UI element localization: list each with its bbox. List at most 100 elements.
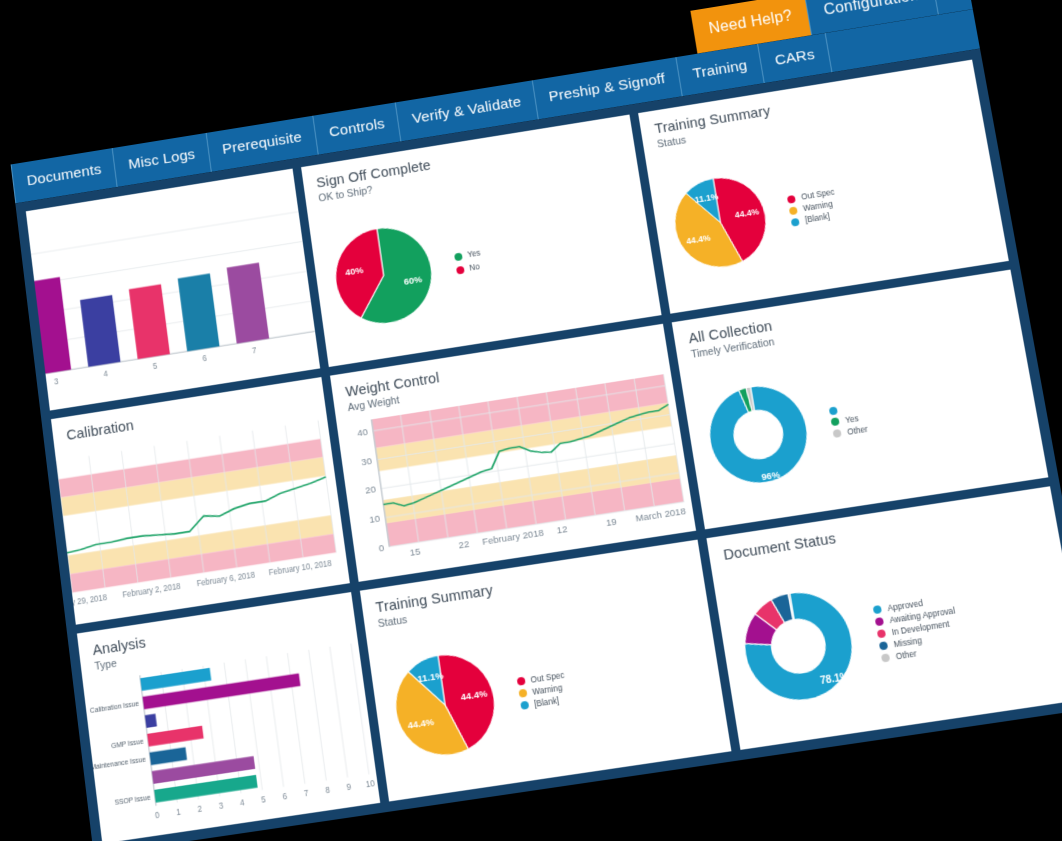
y-axis-tick-label: 30 [360,457,372,468]
grid-line [182,669,199,799]
legend-item-label: Awaiting Approval [888,606,956,625]
pie-sign-off[interactable]: 60% 40% [319,210,448,340]
legend-color-swatch [877,629,887,639]
legend-training-top[interactable]: Out Spec Warning [Blank] [771,165,987,230]
x-axis-tick-label: February 10, 2018 [268,559,332,578]
legend-item[interactable]: Other [881,627,1062,663]
legend-item[interactable]: [Blank] [519,674,711,711]
legend-item[interactable]: Missing [879,615,1062,651]
grid-line [546,393,565,521]
x-axis-tick-label: 0 [155,811,161,821]
pie-slice[interactable] [703,379,815,489]
legend-sign-off[interactable]: Yes No [438,224,641,277]
bar[interactable] [128,284,170,360]
bar[interactable] [144,713,157,728]
chart-analysis: 0 1 2 3 4 5 6 7 8 9 10 Calibration Issue GMP Issue Ma… [82,635,379,839]
pie-training-summary-bottom[interactable]: 44.4% 44.4% 11.1% [378,638,511,774]
tab-label: Prerequisite [221,129,303,158]
legend-item[interactable]: Awaiting Approval [875,591,1060,627]
grid-line [224,662,241,792]
pie-slice[interactable] [741,611,780,649]
control-band [51,439,324,504]
pie-sign-off-holder: 60% 40% [319,210,448,340]
tab-label: Controls [327,115,386,141]
legend-document-status[interactable]: Approved Awaiting Approval In Development M… [857,579,1062,666]
pie-slice[interactable] [406,656,444,710]
tab-label: Training [691,57,749,83]
pie-slice[interactable] [753,598,785,633]
card-bar-top-left: 3 4 5 6 7 [25,168,320,411]
control-band [51,515,334,580]
card-sign-off-complete: Sign Off Complete OK to Ship? 60% 40% Yes… [300,114,662,368]
pie-slice[interactable] [391,665,469,763]
bar[interactable] [142,672,301,710]
legend-item[interactable]: In Development [877,603,1062,639]
x-axis-tick-label: 6 [282,792,288,802]
bar[interactable] [226,262,270,344]
legend-color-swatch [879,641,889,651]
pie-slice-label: 44.4% [460,688,488,702]
grid-line [351,643,369,774]
x-axis-tick-label: 22 [458,540,470,551]
legend-item[interactable]: Warning [518,662,709,699]
chart-bar-top-left: 3 4 5 6 7 [29,199,319,407]
x-axis-tick-label: 2 [197,804,203,814]
card-calibration: Calibration January 29, 2018 February 2, … [51,377,350,625]
x-axis-tick-label: February 6, 2018 [196,571,256,589]
y-axis-tick-label: 0 [378,544,385,554]
legend-item-label: Approved [886,598,924,613]
legend-item-label: Other [846,424,869,437]
bar[interactable] [177,273,220,352]
legend-item[interactable]: Other [832,401,1026,439]
pie-slice-label: 44.4% [686,232,712,246]
perspective-wrapper: Need Help? Configuration Documents Misc L… [10,0,1062,841]
bar[interactable] [154,774,258,803]
bar[interactable] [149,746,187,765]
grid-line [663,375,683,503]
chart-all-collection: 96% Yes Other [679,313,1048,525]
legend-item-label: [Blank] [804,212,831,225]
donut-all-collection[interactable]: 96% [692,369,825,500]
x-axis-tick-label: 5 [152,362,158,372]
bar[interactable] [80,294,121,367]
legend-color-swatch [872,605,883,615]
legend-item-label: Missing [893,635,923,650]
pie-slice-label: 40% [344,264,363,277]
bar[interactable] [140,667,212,691]
pie-slice[interactable] [670,186,743,273]
pie-slice[interactable] [746,387,754,412]
legend-training-bottom[interactable]: Out Spec Warning [Blank] [500,649,710,713]
legend-item[interactable]: Approved [872,579,1058,615]
control-band [385,478,684,548]
bar[interactable] [151,755,256,784]
x-axis-tick-label: 7 [303,789,309,799]
card-subtitle-training-bottom: Status [377,613,408,630]
calibration-line-svg: January 29, 2018 February 2, 2018 February… [51,408,349,611]
pie-training-summary-top[interactable]: 44.4% 44.4% 11.1% [659,161,783,283]
legend-color-swatch [830,417,841,427]
x-axis-tick-label: January 29, 2018 [51,593,108,611]
pie-slice[interactable] [438,648,501,752]
card-subtitle-all-collection: Timely Verification [690,336,776,362]
legend-all-collection[interactable]: Yes Other [813,378,1026,441]
x-axis-tick-label: 15 [409,548,421,559]
pie-slice[interactable] [737,585,860,707]
grid-line [203,665,220,795]
pie-slice[interactable] [739,387,753,413]
chart-training-bottom: 44.4% 44.4% 11.1% Out Spec Warning [Blank] [365,583,731,798]
legend-item[interactable]: Out Spec [516,649,706,687]
legend-color-swatch [875,617,885,627]
pie-slice[interactable] [788,593,794,620]
pie-slice-label: 11.1% [694,191,720,204]
grid-line [245,659,262,790]
x-axis-tick-label: 4 [103,369,109,379]
pie-slice[interactable] [771,593,794,624]
bar[interactable] [147,725,204,747]
legend-color-swatch [453,252,463,262]
legend-item[interactable] [828,378,1021,416]
pie-slice[interactable] [685,178,721,226]
pie-slice[interactable] [349,221,438,327]
donut-document-status[interactable]: 78.1% [726,574,873,719]
bar[interactable] [27,276,72,375]
legend-item[interactable]: Yes [830,389,1024,427]
